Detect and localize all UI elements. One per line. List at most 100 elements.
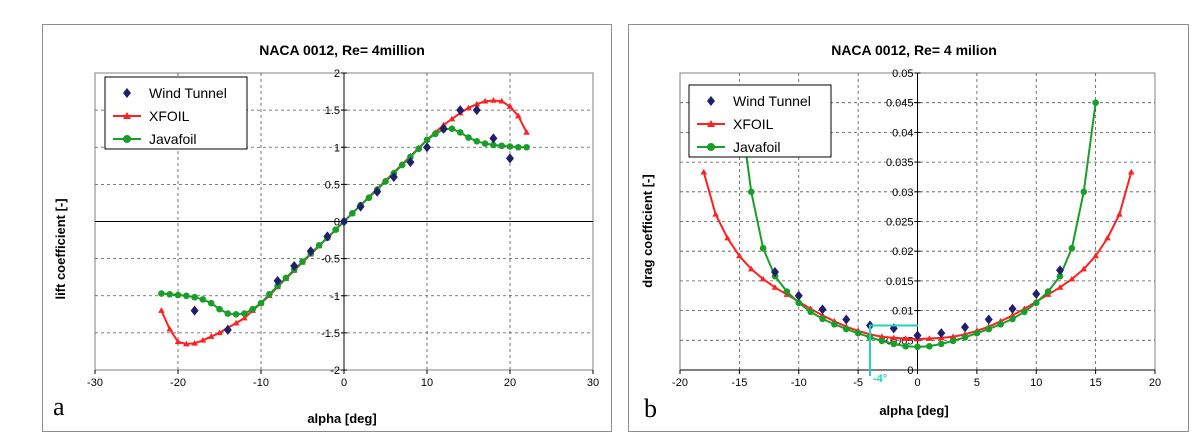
xfoil-point	[448, 115, 456, 122]
legend-item-xfoil: XFOIL	[697, 116, 774, 132]
wind-tunnel-point	[961, 322, 969, 333]
chart-title: NACA 0012, Re= 4million	[259, 42, 425, 58]
javafoil-point	[985, 325, 993, 333]
x-tick-label: -20	[170, 377, 186, 389]
legend-label: Javafoil	[149, 131, 196, 147]
xfoil-point	[949, 333, 957, 340]
lift-coefficient-chart: NACA 0012, Re= 4million alpha [deg] lift…	[53, 42, 599, 426]
wind-tunnel-point	[290, 261, 299, 272]
xfoil-point	[241, 314, 248, 321]
javafoil-point	[498, 142, 506, 150]
javafoil-point	[973, 329, 981, 337]
xfoil-point	[490, 97, 497, 103]
javafoil-point	[158, 290, 165, 297]
javafoil-point	[878, 337, 886, 345]
y-tick-label: 0.015	[886, 276, 914, 288]
javafoil-point	[795, 299, 803, 307]
legend-label: XFOIL	[149, 108, 190, 124]
annotation-label: -4°	[873, 373, 887, 385]
y-tick-label: 0	[907, 365, 913, 377]
javafoil-point	[382, 178, 389, 185]
xfoil-point	[1116, 211, 1123, 217]
javafoil-point	[456, 129, 464, 136]
wind-tunnel-point	[818, 304, 827, 315]
xfoil-point	[498, 97, 505, 104]
xfoil-point	[902, 335, 909, 341]
y-tick-label: 0	[334, 217, 340, 229]
wind-tunnel-point	[273, 275, 282, 286]
xfoil-point	[747, 265, 755, 272]
y-tick-label: 0.035	[886, 157, 914, 169]
javafoil-point	[349, 210, 356, 217]
xfoil-point	[724, 234, 731, 241]
x-tick-label: -30	[87, 377, 103, 389]
javafoil-point	[819, 315, 826, 323]
xfoil-point	[700, 168, 708, 175]
javafoil-point	[174, 291, 182, 299]
xfoil-point	[207, 333, 215, 339]
xfoil-point	[473, 100, 481, 107]
javafoil-point	[759, 244, 767, 252]
javafoil-point	[523, 143, 530, 151]
xfoil-point	[878, 333, 886, 340]
javafoil-point	[1009, 315, 1016, 323]
javafoil-point	[783, 288, 791, 295]
y-tick-label: 0.5	[325, 179, 340, 191]
y-tick-label: 0.04	[892, 127, 913, 139]
xfoil-point	[158, 307, 165, 313]
xfoil-point	[926, 335, 933, 341]
javafoil-point	[937, 340, 945, 348]
javafoil-point	[1021, 308, 1028, 316]
annotation-layer: -4°	[869, 324, 918, 385]
xfoil-point	[759, 275, 767, 282]
xfoil-point	[1080, 265, 1088, 272]
wind-tunnel-point	[389, 171, 398, 182]
xfoil-point	[465, 104, 472, 111]
javafoil-point	[842, 325, 850, 333]
wind-tunnel-point	[340, 216, 348, 227]
legend-marker	[707, 96, 715, 106]
x-tick-label: 10	[421, 377, 433, 389]
legend-marker	[707, 143, 715, 151]
chart-panel-b: NACA 0012, Re= 4 milion alpha [deg] drag…	[628, 24, 1189, 432]
x-tick-label: 15	[1090, 377, 1102, 389]
wind-tunnel-point	[1032, 288, 1041, 299]
x-tick-label: 20	[504, 377, 516, 389]
x-tick-label: -5	[853, 377, 863, 389]
series-wind-tunnel	[190, 105, 514, 335]
javafoil-point	[448, 125, 456, 132]
javafoil-point	[926, 342, 933, 350]
legend-marker	[123, 135, 131, 143]
wind-tunnel-point	[1056, 265, 1064, 276]
wind-tunnel-point	[489, 133, 498, 144]
x-tick-label: 20	[1149, 377, 1161, 389]
javafoil-point	[747, 188, 755, 196]
xfoil-point	[191, 339, 198, 346]
annotation-bracket	[869, 324, 918, 376]
legend-marker	[707, 120, 715, 127]
y-tick-label: 0.025	[886, 217, 914, 229]
javafoil-point	[914, 343, 921, 351]
legend: Wind Tunnel XFOIL Javafoil	[104, 76, 248, 150]
javafoil-point	[249, 305, 256, 313]
xfoil-point	[216, 329, 223, 336]
x-tick-label: -20	[672, 377, 688, 389]
wind-tunnel-point	[223, 324, 232, 335]
wind-tunnel-point	[771, 266, 779, 277]
xfoil-point	[506, 103, 514, 109]
y-axis-label: drag coefficient [-]	[640, 174, 655, 287]
xfoil-point	[771, 284, 779, 290]
javafoil-point	[902, 342, 909, 350]
y-tick-label: -0.5	[321, 254, 340, 266]
javafoil-point	[274, 282, 281, 290]
xfoil-point	[481, 97, 489, 104]
wind-tunnel-point	[456, 105, 465, 116]
legend-marker	[123, 88, 131, 98]
javafoil-point	[207, 299, 215, 307]
tick-labels: -30 -20 -10 0 10 20 30 -2 -1.5 -1 -0.5 0 0.5 1 1.5 2	[87, 68, 599, 389]
javafoil-point	[1068, 244, 1076, 252]
javafoil-point	[490, 141, 497, 149]
series-javafoil	[736, 99, 1099, 351]
wind-tunnel-point	[323, 231, 332, 242]
javafoil-point	[257, 299, 265, 307]
